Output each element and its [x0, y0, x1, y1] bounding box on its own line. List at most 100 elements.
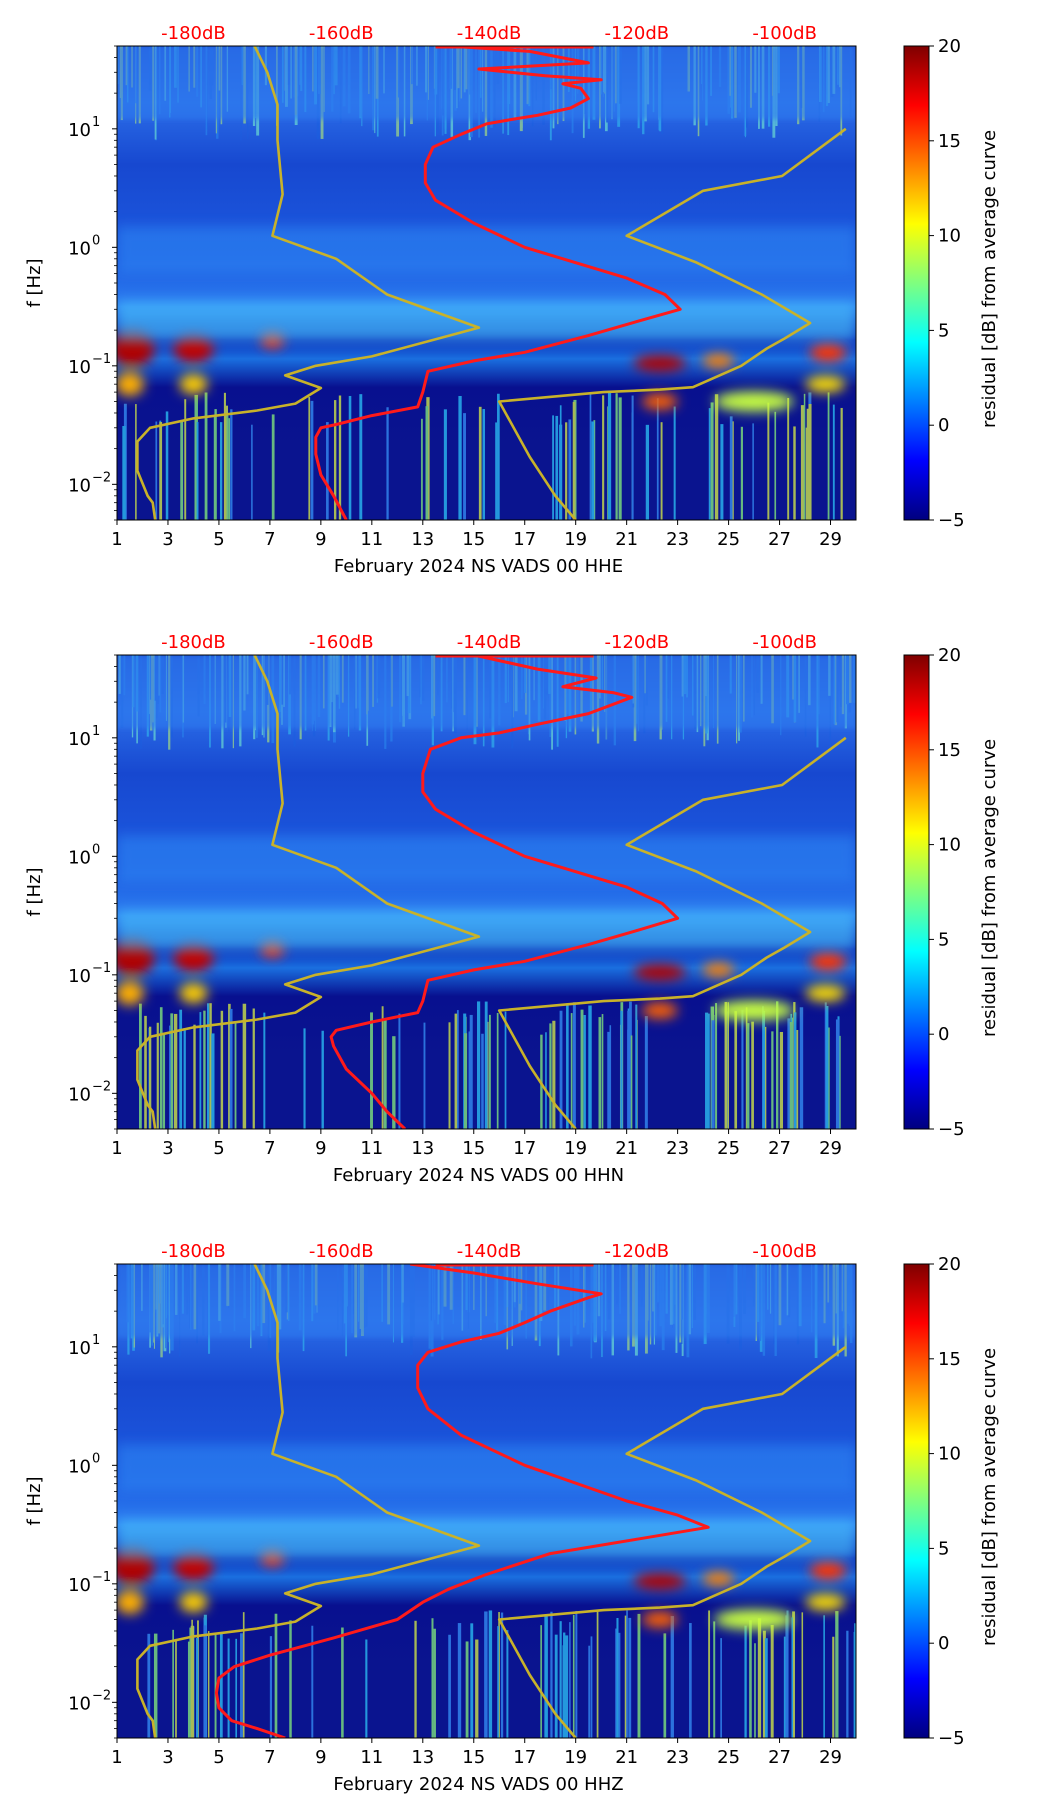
microseism-band [117, 226, 856, 342]
y-axis-label: f [Hz] [24, 867, 45, 916]
top-axis-label: -100dB [752, 1241, 817, 1262]
y-tick-label: 10 [68, 1338, 91, 1359]
x-tick-label: 21 [615, 1138, 638, 1159]
x-tick-label: 23 [666, 1747, 689, 1768]
x-tick-label: 11 [360, 1138, 383, 1159]
colorbar: −5 0 5 10 15 20 residual [dB] from average cur… [903, 645, 1000, 1140]
x-tick-label: 27 [768, 1138, 791, 1159]
colorbar-tick-label: 10 [938, 226, 961, 247]
colorbar-tick-label: 0 [938, 1024, 949, 1045]
colorbar-label: residual [dB] from average curve [979, 739, 1000, 1037]
top-axis-label: -140dB [457, 632, 522, 653]
y-tick-exponent: −1 [92, 1570, 111, 1585]
x-tick-label: 17 [513, 1138, 536, 1159]
low-frequency-energy [147, 1610, 856, 1738]
x-tick-label: 5 [213, 1138, 224, 1159]
low-frequency-energy [122, 392, 843, 520]
x-tick-label: 15 [462, 1747, 485, 1768]
y-tick-label: 10 [68, 1575, 91, 1596]
y-tick-label: 10 [68, 475, 91, 496]
x-axis: 1 3 5 7 9 11 13 15 17 19 21 23 25 27 29 [111, 520, 842, 550]
y-tick-label: 10 [68, 120, 91, 141]
x-tick-label: 3 [162, 529, 173, 550]
x-tick-label: 23 [666, 1138, 689, 1159]
top-axis-label: -140dB [457, 1241, 522, 1262]
x-tick-label: 11 [360, 1747, 383, 1768]
x-tick-label: 13 [411, 1747, 434, 1768]
plot-area [117, 655, 856, 1129]
median-psd-curve [329, 655, 680, 1129]
x-tick-label: 25 [717, 1138, 740, 1159]
x-tick-label: 3 [162, 1747, 173, 1768]
y-tick-label: 10 [68, 238, 91, 259]
colorbar-tick-label: 5 [938, 320, 949, 341]
y-tick-exponent: 0 [92, 842, 100, 857]
x-tick-label: 1 [111, 529, 122, 550]
colorbar-tick-label: 0 [938, 415, 949, 436]
top-axis-label: -100dB [752, 23, 817, 44]
top-axis-label: -180dB [161, 632, 226, 653]
y-tick-exponent: 1 [92, 1333, 100, 1348]
y-tick-exponent: −1 [92, 352, 111, 367]
colorbar-tick-label: −5 [938, 510, 965, 531]
x-axis: 1 3 5 7 9 11 13 15 17 19 21 23 25 27 29 [111, 1738, 842, 1768]
y-tick-label: 10 [68, 966, 91, 987]
colorbar-gradient [903, 1263, 930, 1739]
x-axis-label: February 2024 NS VADS 00 HHE [334, 556, 623, 577]
high-frequency-noise [117, 46, 856, 120]
y-tick-exponent: 1 [92, 115, 100, 130]
top-axis-label: -120dB [605, 1241, 670, 1262]
y-tick-exponent: −2 [92, 1688, 111, 1703]
x-tick-label: 29 [819, 1138, 842, 1159]
colorbar-gradient [903, 45, 930, 521]
low-frequency-energy [138, 1001, 841, 1129]
y-tick-exponent: −2 [92, 470, 111, 485]
x-tick-label: 21 [615, 1747, 638, 1768]
plot-area [117, 1264, 856, 1738]
y-tick-exponent: 1 [92, 724, 100, 739]
y-tick-label: 10 [68, 1693, 91, 1714]
colorbar-tick-label: 10 [938, 835, 961, 856]
x-tick-label: 17 [513, 529, 536, 550]
colorbar-gradient [903, 654, 930, 1130]
y-tick-label: 10 [68, 729, 91, 750]
colorbar-label: residual [dB] from average curve [979, 1348, 1000, 1646]
colorbar-tick-label: 5 [938, 1538, 949, 1559]
median-psd-curve [214, 1264, 710, 1738]
y-tick-exponent: 0 [92, 233, 100, 248]
x-tick-label: 5 [213, 529, 224, 550]
top-axis-label: -160dB [309, 23, 374, 44]
x-tick-label: 7 [264, 1747, 275, 1768]
colorbar-tick-label: 20 [938, 645, 961, 666]
x-tick-label: 15 [462, 1138, 485, 1159]
x-tick-label: 7 [264, 529, 275, 550]
x-tick-label: 19 [564, 1138, 587, 1159]
colorbar-tick-label: 0 [938, 1633, 949, 1654]
y-axis-label: f [Hz] [24, 1476, 45, 1525]
colorbar: −5 0 5 10 15 20 residual [dB] from average cur… [903, 36, 1000, 531]
x-tick-label: 19 [564, 529, 587, 550]
top-axis-label: -180dB [161, 23, 226, 44]
x-tick-label: 29 [819, 529, 842, 550]
x-tick-label: 9 [315, 529, 326, 550]
x-tick-label: 11 [360, 529, 383, 550]
x-tick-label: 13 [411, 1138, 434, 1159]
y-tick-exponent: −1 [92, 961, 111, 976]
microseism-band [117, 1444, 856, 1560]
x-tick-label: 25 [717, 529, 740, 550]
colorbar-tick-label: −5 [938, 1728, 965, 1749]
plot-area [117, 46, 856, 520]
noise-model-low-curve [136, 655, 481, 1129]
x-tick-label: 19 [564, 1747, 587, 1768]
x-axis-label: February 2024 NS VADS 00 HHZ [333, 1774, 623, 1795]
x-tick-label: 5 [213, 1747, 224, 1768]
x-tick-label: 9 [315, 1138, 326, 1159]
colorbar-tick-label: −5 [938, 1119, 965, 1140]
x-tick-label: 9 [315, 1747, 326, 1768]
y-tick-exponent: 0 [92, 1451, 100, 1466]
